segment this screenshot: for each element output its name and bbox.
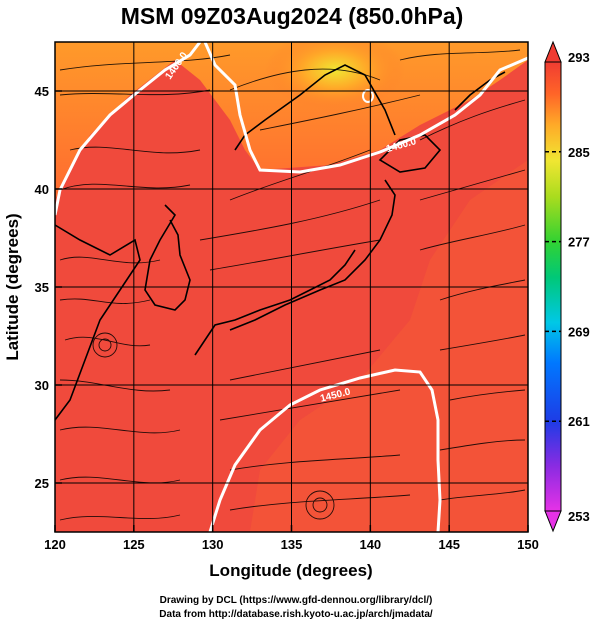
y-tick-label: 25 — [35, 476, 49, 491]
credit-data: Data from http://database.rish.kyoto-u.a… — [159, 609, 433, 620]
x-axis-ticks: 120 125 130 135 140 145 150 — [44, 525, 539, 552]
coastline-japan-honshu — [229, 179, 396, 331]
geopotential-contours — [55, 42, 528, 532]
x-tick-label: 140 — [359, 537, 381, 552]
colorbar-ticks: 253 261 269 277 285 293 — [545, 50, 590, 524]
y-axis-ticks: 25 30 35 40 45 — [35, 84, 62, 491]
chart-title: MSM 09Z03Aug2024 (850.0hPa) — [121, 3, 464, 29]
colorbar-bottom-arrow — [544, 510, 562, 533]
colorbar-tick-label: 293 — [568, 50, 590, 65]
x-axis-label: Longitude (degrees) — [209, 561, 372, 580]
x-tick-label: 150 — [517, 537, 539, 552]
coastline-sakhalin — [454, 71, 506, 111]
coastlines — [55, 64, 506, 421]
coastline-china — [55, 224, 141, 421]
y-axis-label: Latitude (degrees) — [3, 213, 22, 360]
colorbar-tick-label: 269 — [568, 324, 590, 339]
colorbar-tick-label: 285 — [568, 145, 590, 160]
contour-1460 — [55, 42, 202, 216]
colorbar-body — [544, 61, 562, 512]
colorbar: 253 261 269 277 285 293 — [544, 40, 590, 533]
x-tick-label: 130 — [202, 537, 224, 552]
credit-drawing: Drawing by DCL (https://www.gfd-dennou.o… — [160, 595, 433, 606]
southeast-warm-region — [250, 160, 528, 532]
y-tick-label: 35 — [35, 280, 49, 295]
coastline-russia — [234, 64, 396, 151]
x-tick-label: 135 — [281, 537, 303, 552]
y-tick-label: 45 — [35, 84, 49, 99]
coastline-korea — [144, 204, 191, 311]
gridlines — [55, 42, 528, 532]
contour-1450 — [208, 368, 442, 532]
y-tick-label: 40 — [35, 182, 49, 197]
colorbar-top-arrow — [544, 40, 562, 63]
x-tick-label: 145 — [438, 537, 460, 552]
x-tick-label: 120 — [44, 537, 66, 552]
colorbar-tick-label: 261 — [568, 414, 590, 429]
contour-1460-east — [203, 42, 528, 174]
y-tick-label: 30 — [35, 378, 49, 393]
colorbar-tick-label: 277 — [568, 235, 590, 250]
colorbar-tick-label: 253 — [568, 509, 590, 524]
x-tick-label: 125 — [123, 537, 145, 552]
coastline-japan-south — [194, 249, 356, 356]
coastline-hokkaido — [378, 134, 442, 173]
